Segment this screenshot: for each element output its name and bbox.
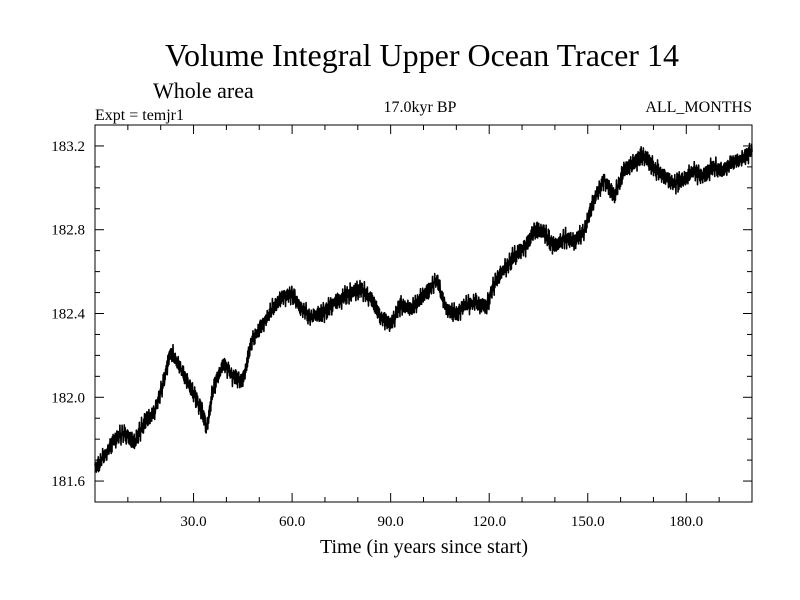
axis-ticks [95, 124, 752, 503]
plot-frame [94, 124, 753, 503]
chart-title: Volume Integral Upper Ocean Tracer 14 [165, 37, 679, 73]
y-tick-label: 182.0 [51, 390, 85, 406]
experiment-label: Expt = temjr1 [95, 107, 184, 124]
x-tick-labels: 30.0 60.0 90.0 120.0 150.0 180.0 [180, 514, 703, 530]
y-tick-label: 183.2 [51, 139, 85, 155]
y-tick-label: 181.6 [51, 474, 85, 490]
period-label: 17.0kyr BP [384, 99, 457, 116]
x-axis-label: Time (in years since start) [320, 536, 528, 558]
months-label: ALL_MONTHS [645, 99, 752, 116]
y-tick-labels: 181.6 182.0 182.4 182.8 183.2 [51, 139, 85, 490]
x-tick-label: 30.0 [180, 514, 206, 530]
chart-subtitle: Whole area [153, 78, 254, 103]
x-tick-label: 120.0 [472, 514, 506, 530]
x-tick-label: 180.0 [669, 514, 703, 530]
x-tick-label: 60.0 [279, 514, 305, 530]
series-line [94, 142, 753, 473]
x-tick-label: 150.0 [571, 514, 605, 530]
y-tick-label: 182.8 [51, 223, 85, 239]
y-tick-label: 182.4 [51, 307, 85, 323]
x-tick-label: 90.0 [378, 514, 404, 530]
